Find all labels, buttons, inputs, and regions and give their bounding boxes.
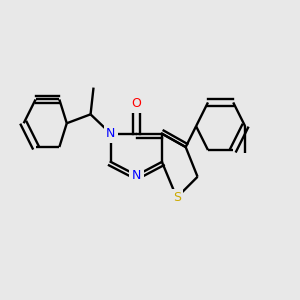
Text: N: N — [132, 169, 141, 182]
Text: O: O — [132, 98, 142, 110]
Text: N: N — [106, 127, 116, 140]
Text: S: S — [173, 191, 181, 204]
